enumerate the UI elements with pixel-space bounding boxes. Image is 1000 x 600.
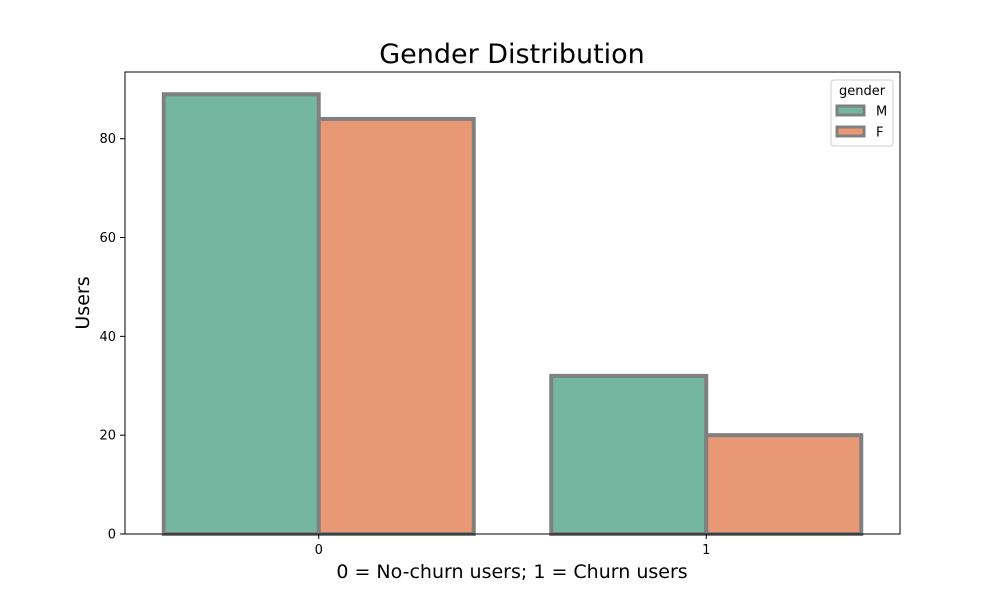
- legend-swatch-f: [835, 125, 866, 138]
- bar-f-0: [316, 116, 476, 537]
- y-tick-label: 60: [99, 231, 116, 246]
- bar-m-0: [161, 92, 321, 536]
- legend: gender MF: [830, 79, 894, 147]
- y-axis: 0 20 40 60 80: [99, 132, 125, 543]
- y-tick-label: 80: [99, 132, 116, 147]
- y-tick-label: 20: [99, 429, 116, 444]
- chart-title: Gender Distribution: [379, 39, 645, 70]
- legend-swatch-m: [835, 104, 866, 117]
- y-tick-label: 0: [108, 528, 116, 543]
- bars-group: [161, 92, 864, 537]
- bar-f-1: [704, 433, 864, 537]
- legend-title: gender: [839, 84, 886, 99]
- y-axis-title: Users: [72, 276, 94, 329]
- x-tick-label: 1: [702, 543, 710, 558]
- x-tick-label: 0: [315, 543, 323, 558]
- x-axis-title: 0 = No-churn users; 1 = Churn users: [336, 561, 687, 583]
- plot-frame: [124, 71, 901, 535]
- legend-label-m: M: [876, 105, 887, 120]
- legend-label-f: F: [876, 126, 883, 141]
- bar-m-1: [549, 373, 709, 536]
- y-tick-label: 40: [99, 330, 116, 345]
